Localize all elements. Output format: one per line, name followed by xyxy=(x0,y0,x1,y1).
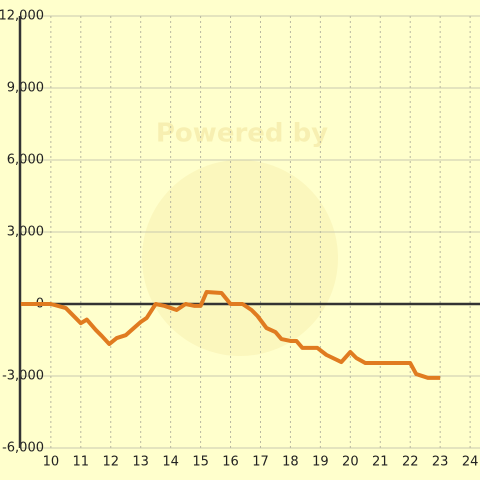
x-tick-label: 22 xyxy=(402,455,419,470)
x-tick-label: 10 xyxy=(43,455,60,470)
y-tick-label: 9,000 xyxy=(7,81,44,96)
x-tick-label: 18 xyxy=(282,455,299,470)
x-tick-label: 21 xyxy=(372,455,389,470)
watermark-logo xyxy=(142,160,338,356)
watermark: Powered by xyxy=(156,119,328,149)
y-tick-label: 6,000 xyxy=(7,153,44,168)
y-tick-label: 3,000 xyxy=(7,225,44,240)
x-tick-label: 11 xyxy=(73,455,90,470)
line xyxy=(20,290,441,380)
y-tick-label: 12,000 xyxy=(0,9,44,24)
x-tick-label: 14 xyxy=(162,455,179,470)
y-tick-label: -3,000 xyxy=(2,369,44,384)
x-tick-label: 19 xyxy=(312,455,329,470)
x-tick-label: 15 xyxy=(192,455,209,470)
x-tick-label: 23 xyxy=(432,455,449,470)
x-tick-label: 13 xyxy=(132,455,149,470)
x-tick-label: 16 xyxy=(222,455,239,470)
x-tick-label: 20 xyxy=(342,455,359,470)
x-tick-label: 24 xyxy=(462,455,479,470)
x-tick-label: 12 xyxy=(102,455,119,470)
x-tick-label: 17 xyxy=(252,455,269,470)
y-tick-label: -6,000 xyxy=(2,441,44,456)
